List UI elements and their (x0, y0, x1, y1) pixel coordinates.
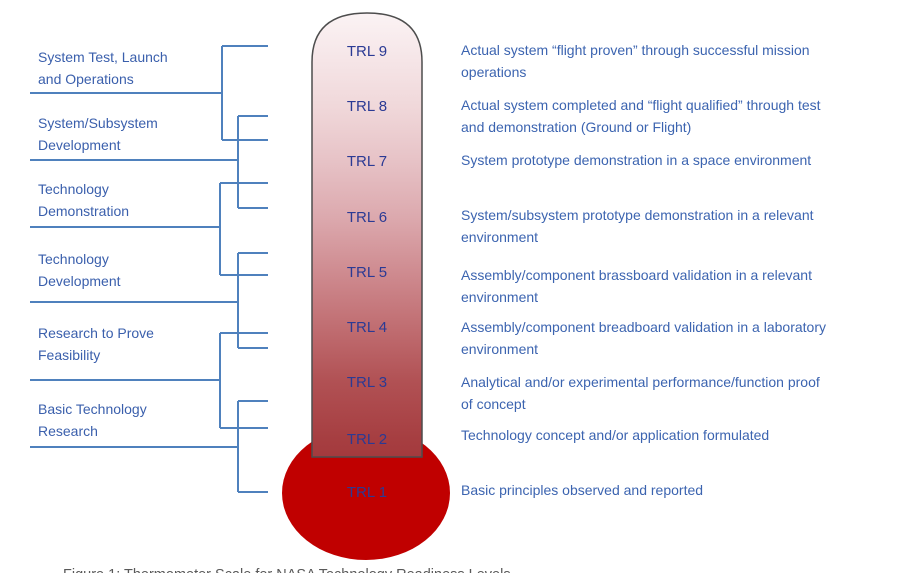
trl-4-label: TRL 4 (346, 319, 388, 336)
phase-label-research-to-prove-feasibility: Research to Prove Feasibility (38, 322, 218, 366)
description-line: Assembly/component breadboard validation… (461, 319, 826, 335)
phase-label-technology-demonstration: Technology Demonstration (38, 178, 218, 222)
trl-6-description: System/subsystem prototype demonstration… (461, 204, 909, 248)
trl-4-description: Assembly/component breadboard validation… (461, 316, 909, 360)
trl-3-description: Analytical and/or experimental performan… (461, 371, 909, 415)
trl-6-label: TRL 6 (346, 209, 388, 226)
description-line: System/subsystem prototype demonstration… (461, 207, 814, 223)
trl-7-label: TRL 7 (346, 153, 388, 170)
bracket-system-subsystem-development (30, 115, 268, 209)
bracket-system-test-launch-operations (30, 45, 268, 141)
trl-1-description: Basic principles observed and reported (461, 479, 909, 501)
description-line: and demonstration (Ground or Flight) (461, 119, 692, 135)
trl-2-label: TRL 2 (346, 431, 388, 448)
description-line: Technology concept and/or application fo… (461, 427, 770, 443)
description-line: Actual system completed and “flight qual… (461, 97, 821, 113)
description-line: environment (461, 289, 539, 305)
phase-label-line: Technology (38, 181, 109, 197)
phase-label-line: Research to Prove (38, 325, 154, 341)
trl-8-label: TRL 8 (346, 98, 388, 115)
phase-label-line: Feasibility (38, 347, 101, 363)
phase-label-system-subsystem-development: System/Subsystem Development (38, 112, 218, 156)
trl-1-label: TRL 1 (346, 484, 388, 501)
trl-5-label: TRL 5 (346, 264, 388, 281)
phase-label-line: Development (38, 137, 121, 153)
description-line: environment (461, 341, 539, 357)
description-line: Basic principles observed and reported (461, 482, 704, 498)
description-line: Analytical and/or experimental performan… (461, 374, 820, 390)
description-line: Actual system “flight proven” through su… (461, 42, 810, 58)
description-line: System prototype demonstration in a spac… (461, 152, 812, 168)
figure-caption: Figure 1: Thermometer Scale for NASA Tec… (63, 566, 511, 573)
trl-7-description: System prototype demonstration in a spac… (461, 149, 909, 171)
thermometer-bulb (282, 426, 450, 560)
bracket-research-to-prove-feasibility (30, 332, 268, 429)
phase-label-system-test-launch-operations: System Test, Launch and Operations (38, 46, 218, 90)
description-line: operations (461, 64, 527, 80)
phase-label-line: Basic Technology (38, 401, 147, 417)
phase-label-line: Development (38, 273, 121, 289)
trl-9-description: Actual system “flight proven” through su… (461, 39, 909, 83)
phase-label-line: Research (38, 423, 98, 439)
phase-label-line: Demonstration (38, 203, 130, 219)
phase-label-line: and Operations (38, 71, 134, 87)
trl-3-label: TRL 3 (346, 374, 388, 391)
phase-label-line: System Test, Launch (38, 49, 168, 65)
description-line: environment (461, 229, 539, 245)
description-line: Assembly/component brassboard validation… (461, 267, 812, 283)
phase-label-basic-technology-research: Basic Technology Research (38, 398, 218, 442)
thermometer-tube (311, 12, 423, 458)
trl-2-description: Technology concept and/or application fo… (461, 424, 909, 446)
bracket-technology-development (30, 252, 268, 349)
trl-5-description: Assembly/component brassboard validation… (461, 264, 909, 308)
phase-label-line: System/Subsystem (38, 115, 158, 131)
trl-8-description: Actual system completed and “flight qual… (461, 94, 909, 138)
description-line: of concept (461, 396, 526, 412)
bracket-basic-technology-research (30, 400, 268, 493)
trl-9-label: TRL 9 (346, 43, 388, 60)
phase-label-technology-development: Technology Development (38, 248, 218, 292)
bracket-technology-demonstration (30, 182, 268, 276)
phase-label-line: Technology (38, 251, 109, 267)
